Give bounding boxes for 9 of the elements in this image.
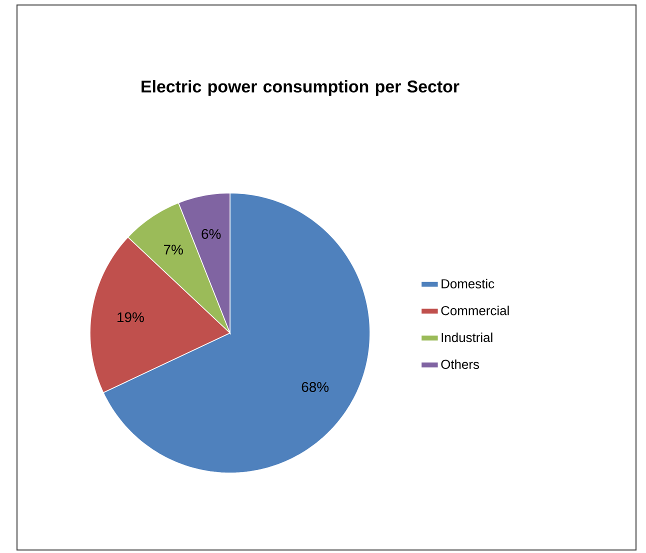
legend-label: Commercial [441, 306, 509, 316]
data-label: 68% [302, 382, 329, 392]
data-label: 6% [202, 229, 221, 239]
data-label: 7% [164, 244, 183, 255]
legend-label: Industrial [442, 332, 492, 342]
data-label: 19% [118, 312, 144, 322]
chart-title: Electric power consumption per Sector [142, 80, 460, 96]
legend-label: Domestic [442, 278, 494, 288]
legend-label: Others [441, 359, 479, 369]
